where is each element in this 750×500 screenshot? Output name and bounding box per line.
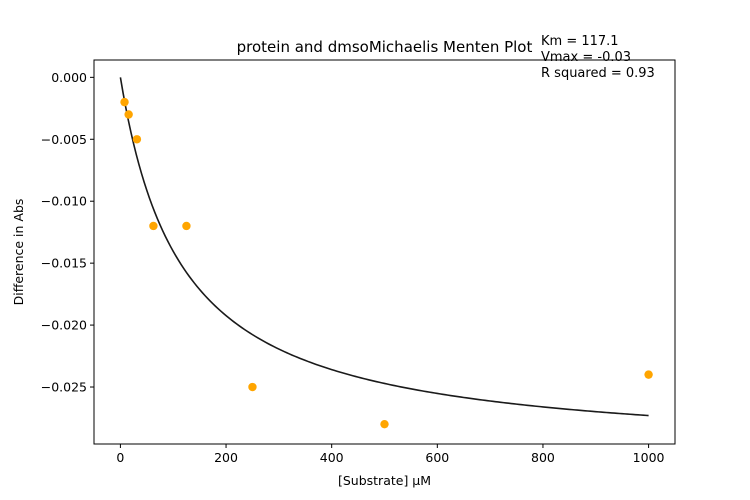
- x-tick-label: 200: [214, 450, 238, 465]
- data-point: [120, 97, 129, 107]
- data-point: [182, 221, 191, 231]
- data-point: [149, 221, 158, 231]
- x-tick-label: 400: [320, 450, 344, 465]
- x-tick-label: 600: [425, 450, 449, 465]
- data-point: [380, 419, 389, 429]
- x-tick-label: 800: [531, 450, 555, 465]
- x-tick-label: 0: [116, 450, 124, 465]
- y-axis-label: Difference in Abs: [11, 199, 26, 306]
- y-tick-label: −0.020: [41, 318, 87, 333]
- km-annotation: Km = 117.1: [541, 34, 619, 49]
- data-point: [248, 382, 257, 392]
- r-squared-annotation: R squared = 0.93: [541, 66, 655, 81]
- vmax-annotation: Vmax = -0.03: [541, 50, 631, 65]
- x-axis-label: [Substrate] µM: [338, 473, 431, 488]
- y-tick-label: −0.025: [41, 380, 87, 395]
- data-point: [644, 370, 653, 379]
- plot-frame: [93, 59, 676, 445]
- y-tick-label: 0.000: [51, 70, 87, 85]
- y-tick-label: −0.015: [41, 256, 87, 271]
- data-point: [132, 135, 142, 144]
- fit-annotations: Km = 117.1 Vmax = -0.03 R squared = 0.93: [541, 34, 655, 81]
- data-point: [124, 110, 133, 119]
- y-tick-label: −0.005: [41, 132, 87, 147]
- fit-curve-line: [119, 77, 649, 417]
- y-tick-label: −0.010: [41, 194, 87, 209]
- chart-title: protein and dmsoMichaelis Menten Plot: [237, 38, 533, 56]
- x-tick-label: 1000: [633, 450, 665, 465]
